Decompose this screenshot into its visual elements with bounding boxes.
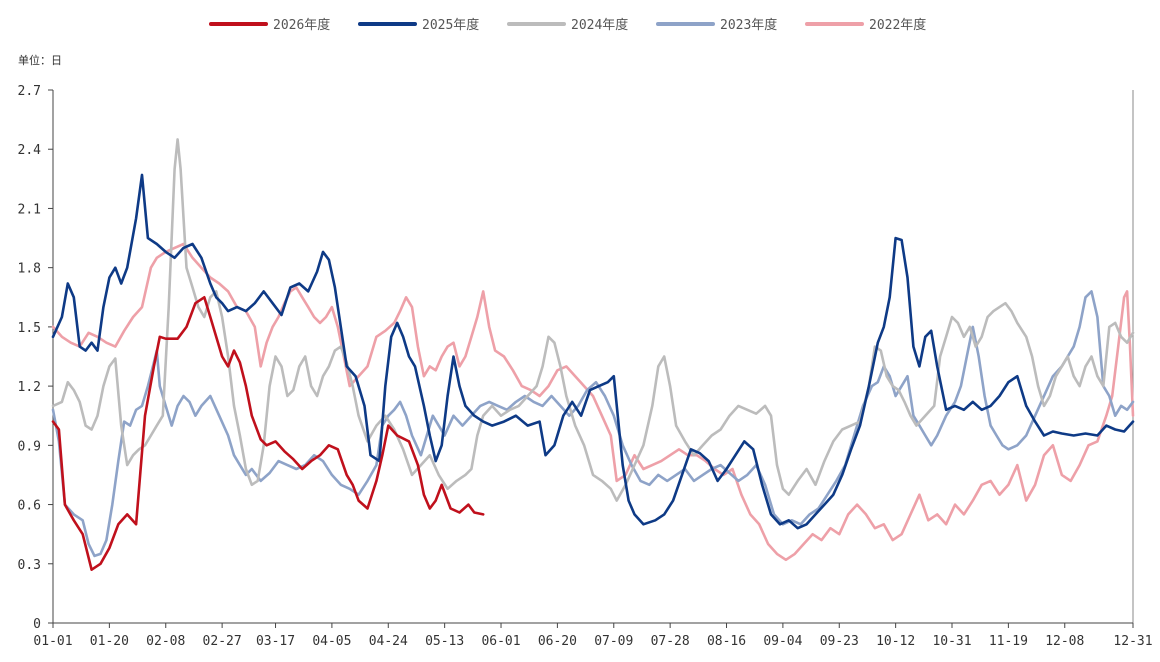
- x-tick-label: 04-24: [369, 634, 408, 649]
- y-tick-label: 1.5: [18, 321, 41, 336]
- y-axis: 0 0.3 0.6 0.9 1.2 1.5 1.8 2.1 2.4 2.7: [18, 84, 1134, 632]
- y-tick-label: 2.7: [18, 84, 41, 99]
- x-tick-label: 02-27: [203, 634, 242, 649]
- x-tick-label: 10-31: [932, 634, 971, 649]
- legend[interactable]: 2026年度 2025年度 2024年度 2023年度 2022年度: [209, 17, 926, 33]
- x-tick-label: 11-19: [989, 634, 1028, 649]
- x-tick-label: 12-08: [1045, 634, 1084, 649]
- y-tick-label: 1.2: [18, 380, 41, 395]
- x-tick-label: 10-12: [876, 634, 915, 649]
- y-tick-label: 1.8: [18, 262, 41, 277]
- x-tick-label: 07-09: [594, 634, 633, 649]
- legend-label: 2022年度: [869, 17, 926, 33]
- series-layer: [51, 138, 1135, 571]
- legend-label: 2025年度: [422, 17, 479, 33]
- y-tick-label: 0.3: [18, 558, 41, 573]
- legend-label: 2026年度: [273, 17, 330, 33]
- x-tick-label: 08-16: [707, 634, 746, 649]
- x-tick-label: 07-28: [651, 634, 690, 649]
- y-tick-label: 0.6: [18, 499, 41, 514]
- legend-item[interactable]: 2025年度: [358, 17, 479, 33]
- x-tick-label: 03-17: [256, 634, 295, 649]
- series-line-2025年度: [51, 173, 1135, 530]
- x-tick-label: 05-13: [425, 634, 464, 649]
- x-tick-label: 12-31: [1113, 634, 1152, 649]
- x-tick-label: 09-23: [820, 634, 859, 649]
- x-tick-label: 02-08: [146, 634, 185, 649]
- x-tick-label: 09-04: [763, 634, 802, 649]
- y-tick-label: 0.9: [18, 439, 41, 454]
- x-tick-label: 04-05: [312, 634, 351, 649]
- y-tick-label: 0: [33, 617, 41, 632]
- legend-item[interactable]: 2023年度: [656, 17, 777, 33]
- x-tick-label: 01-20: [90, 634, 129, 649]
- legend-label: 2023年度: [720, 17, 777, 33]
- series-line-2026年度: [51, 296, 485, 571]
- legend-item[interactable]: 2026年度: [209, 17, 330, 33]
- y-tick-label: 2.1: [18, 202, 41, 217]
- x-tick-label: 01-01: [33, 634, 72, 649]
- x-tick-label: 06-20: [538, 634, 577, 649]
- legend-item[interactable]: 2022年度: [805, 17, 926, 33]
- series-line-2022年度: [51, 242, 1135, 562]
- y-tick-label: 2.4: [18, 143, 42, 158]
- unit-label: 单位：日: [18, 53, 62, 67]
- legend-item[interactable]: 2024年度: [507, 17, 628, 33]
- legend-label: 2024年度: [571, 17, 628, 33]
- x-axis: 01-01 01-20 02-08 02-27 03-17 04-05 04-24 05-13…: [33, 622, 1153, 649]
- series-line-2024年度: [51, 138, 1135, 502]
- x-tick-label: 06-01: [481, 634, 520, 649]
